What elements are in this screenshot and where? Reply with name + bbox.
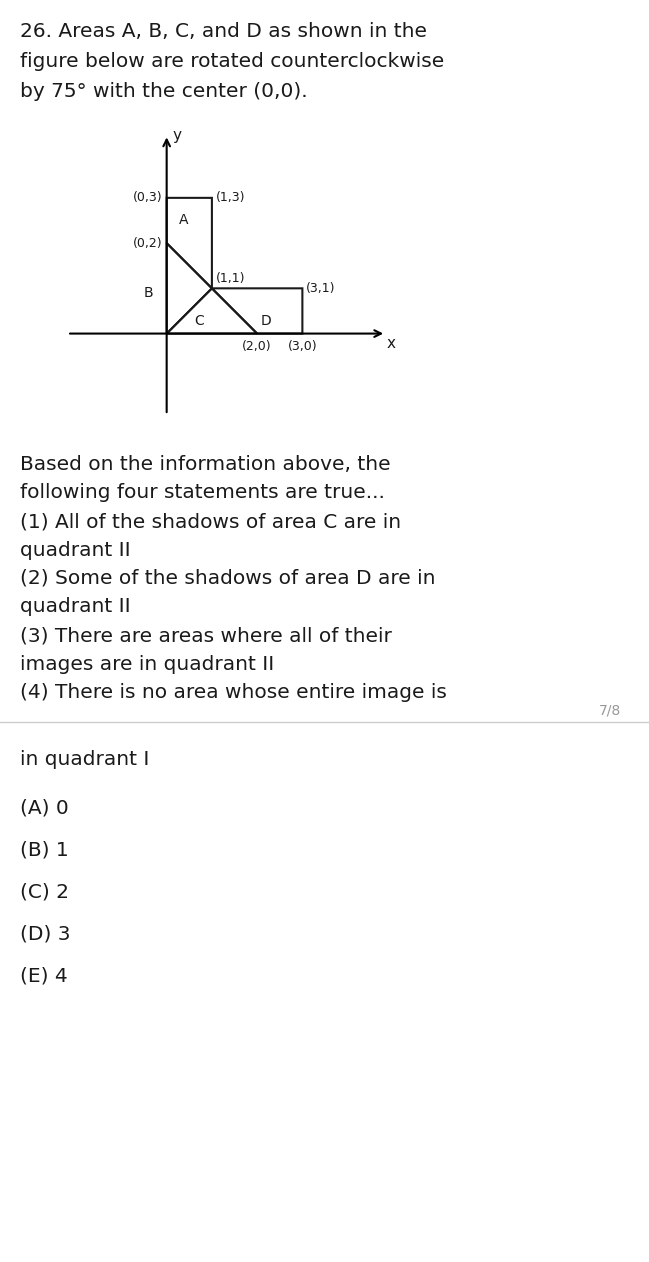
Text: (E) 4: (E) 4 [20,965,67,986]
Text: (D) 3: (D) 3 [20,924,71,943]
Text: (1) All of the shadows of area C are in: (1) All of the shadows of area C are in [20,512,401,531]
Text: (2) Some of the shadows of area D are in: (2) Some of the shadows of area D are in [20,569,435,588]
Text: D: D [261,314,271,328]
Text: in quadrant I: in quadrant I [20,750,149,769]
Text: (C) 2: (C) 2 [20,882,69,901]
Text: (B) 1: (B) 1 [20,840,69,859]
Text: (1,1): (1,1) [215,271,245,285]
Text: figure below are rotated counterclockwise: figure below are rotated counterclockwis… [20,52,445,71]
Text: 26. Areas A, B, C, and D as shown in the: 26. Areas A, B, C, and D as shown in the [20,21,427,40]
Text: (3,1): (3,1) [306,281,336,295]
Text: (4) There is no area whose entire image is: (4) There is no area whose entire image … [20,683,447,702]
Text: y: y [172,127,181,143]
Text: (0,3): (0,3) [132,192,162,204]
Text: quadrant II: quadrant II [20,540,130,559]
Text: C: C [194,314,204,328]
Text: 7/8: 7/8 [599,704,621,718]
Text: (2,0): (2,0) [242,341,272,353]
Text: x: x [386,336,395,351]
Text: (3) There are areas where all of their: (3) There are areas where all of their [20,626,392,645]
Text: (A) 0: (A) 0 [20,798,69,817]
Text: B: B [144,286,153,300]
Text: (0,2): (0,2) [132,236,162,250]
Text: quadrant II: quadrant II [20,597,130,617]
Text: (3,0): (3,0) [288,341,317,353]
Text: by 75° with the center (0,0).: by 75° with the center (0,0). [20,82,308,101]
Text: (1,3): (1,3) [215,192,245,204]
Text: images are in quadrant II: images are in quadrant II [20,655,275,674]
Text: following four statements are true...: following four statements are true... [20,483,385,502]
Text: A: A [179,213,189,227]
Text: Based on the information above, the: Based on the information above, the [20,456,391,475]
